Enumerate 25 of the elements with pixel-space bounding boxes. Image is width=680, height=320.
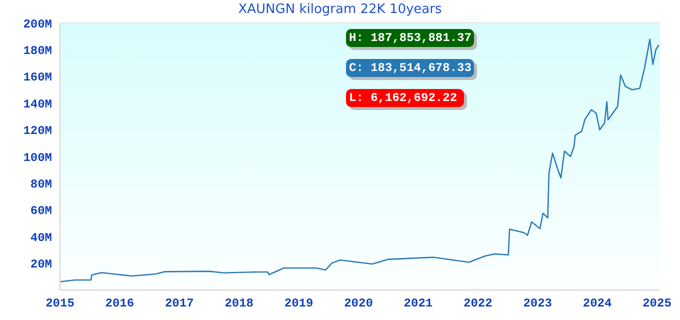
x-tick-label: 2024 (582, 296, 612, 311)
x-tick-label: 2020 (344, 296, 373, 311)
x-tick-label: 2018 (224, 296, 254, 311)
y-tick-label: 40M (30, 230, 52, 245)
y-tick-label: 120M (23, 124, 52, 138)
y-tick-label: 20M (30, 258, 52, 272)
annotation: L: 6,162,692.22 (346, 89, 464, 107)
x-tick-label: 2015 (46, 296, 74, 311)
x-tick-label: 2021 (404, 296, 433, 311)
y-tick-label: 80M (30, 177, 52, 192)
y-tick-label: 140M (23, 97, 52, 112)
x-tick-label: 2022 (464, 296, 492, 311)
x-tick-label: 2025 (642, 296, 672, 311)
x-tick-label: 2023 (523, 296, 552, 311)
chart-title: XAUNGN kilogram 22K 10years (237, 2, 443, 17)
y-tick-label: 180M (23, 44, 52, 58)
x-tick-label: 2017 (164, 296, 194, 311)
annotation: C: 183,514,678.33 (346, 59, 474, 77)
y-tick-label: 200M (23, 17, 52, 32)
y-tick-label: 100M (23, 150, 52, 165)
x-tick-label: 2016 (105, 296, 134, 311)
y-tick-label: 60M (30, 204, 52, 218)
annotation: H: 187,853,881.37 (346, 29, 474, 47)
x-tick-label: 2019 (284, 296, 314, 311)
y-tick-label: 160M (23, 70, 52, 85)
